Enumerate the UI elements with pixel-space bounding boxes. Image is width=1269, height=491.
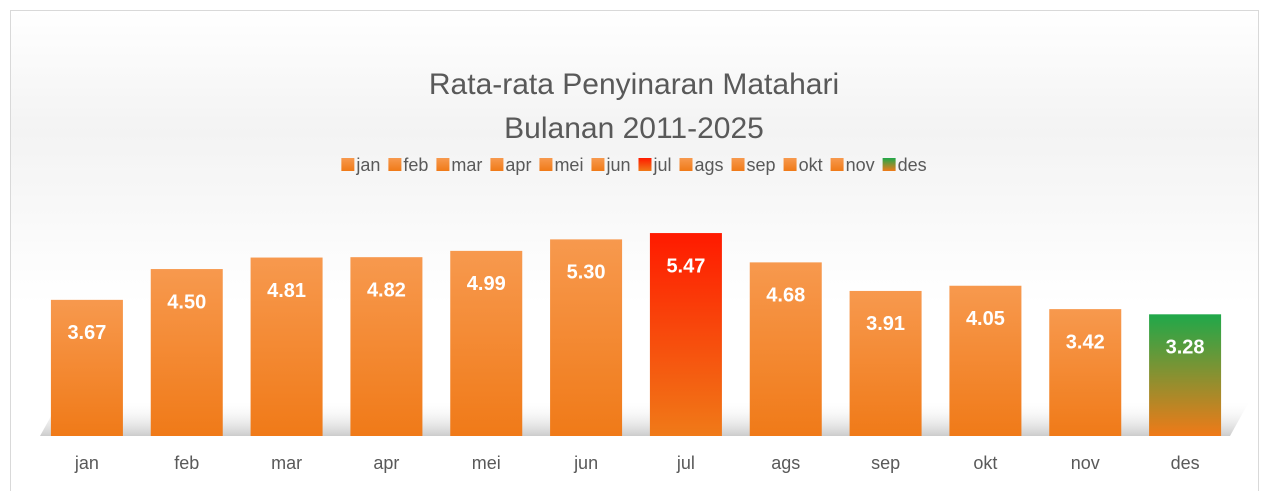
x-tick-label: apr: [373, 453, 399, 473]
x-tick-label: jun: [573, 453, 598, 473]
data-label: 3.28: [1166, 337, 1205, 359]
data-label: 4.68: [766, 285, 805, 307]
x-tick-label: mar: [271, 453, 302, 473]
data-label: 3.91: [866, 313, 905, 335]
legend-label: sep: [747, 155, 776, 175]
legend-swatch: [731, 158, 745, 171]
data-label: 4.99: [467, 273, 506, 295]
x-tick-label: sep: [871, 453, 900, 473]
x-tick-label: jul: [676, 453, 695, 473]
bar: [350, 257, 423, 436]
data-label: 4.82: [367, 279, 406, 301]
data-label: 4.05: [966, 308, 1005, 330]
x-tick-label: ags: [771, 453, 800, 473]
legend: jan feb mar apr mei jun jul ags sep okt nov des: [341, 155, 927, 175]
legend-swatch: [436, 158, 450, 171]
legend-label: jun: [605, 155, 630, 175]
legend-label: ags: [695, 155, 724, 175]
data-label: 4.50: [167, 291, 206, 313]
legend-swatch: [539, 158, 553, 171]
x-tick-label: okt: [973, 453, 997, 473]
legend-swatch: [341, 158, 355, 171]
data-label: 3.42: [1066, 331, 1105, 353]
x-tick-label: mei: [472, 453, 501, 473]
x-tick-label: jan: [74, 453, 99, 473]
legend-label: apr: [505, 155, 531, 175]
legend-swatch: [591, 158, 605, 171]
legend-swatch: [388, 158, 402, 171]
bar: [50, 299, 123, 436]
legend-swatch: [882, 158, 896, 171]
bar: [649, 233, 722, 436]
data-label: 4.81: [267, 280, 306, 302]
legend-swatch: [830, 158, 844, 171]
legend-label: mei: [554, 155, 583, 175]
legend-label: jul: [652, 155, 671, 175]
data-label: 5.47: [666, 255, 705, 277]
bar: [1149, 314, 1222, 436]
legend-label: okt: [799, 155, 823, 175]
legend-swatch: [490, 158, 504, 171]
bar: [450, 250, 523, 436]
bar: [250, 257, 323, 436]
legend-swatch: [679, 158, 693, 171]
legend-label: jan: [355, 155, 380, 175]
legend-swatch: [638, 158, 652, 171]
floor-shadow: [40, 400, 1250, 436]
legend-label: des: [898, 155, 927, 175]
bar: [949, 285, 1022, 436]
bar: [749, 262, 822, 436]
chart-title: Rata-rata Penyinaran Matahari: [429, 68, 839, 101]
x-tick-label: des: [1171, 453, 1200, 473]
legend-swatch: [783, 158, 797, 171]
bar: [550, 239, 623, 436]
bar: [1049, 309, 1122, 436]
chart-title: Bulanan 2011-2025: [504, 112, 764, 145]
legend-label: mar: [451, 155, 482, 175]
data-label: 5.30: [567, 262, 606, 284]
x-tick-label: nov: [1071, 453, 1100, 473]
bar: [849, 290, 922, 436]
legend-label: feb: [403, 155, 428, 175]
legend-label: nov: [846, 155, 875, 175]
x-tick-label: feb: [174, 453, 199, 473]
bar: [150, 269, 223, 436]
data-label: 3.67: [67, 322, 106, 344]
